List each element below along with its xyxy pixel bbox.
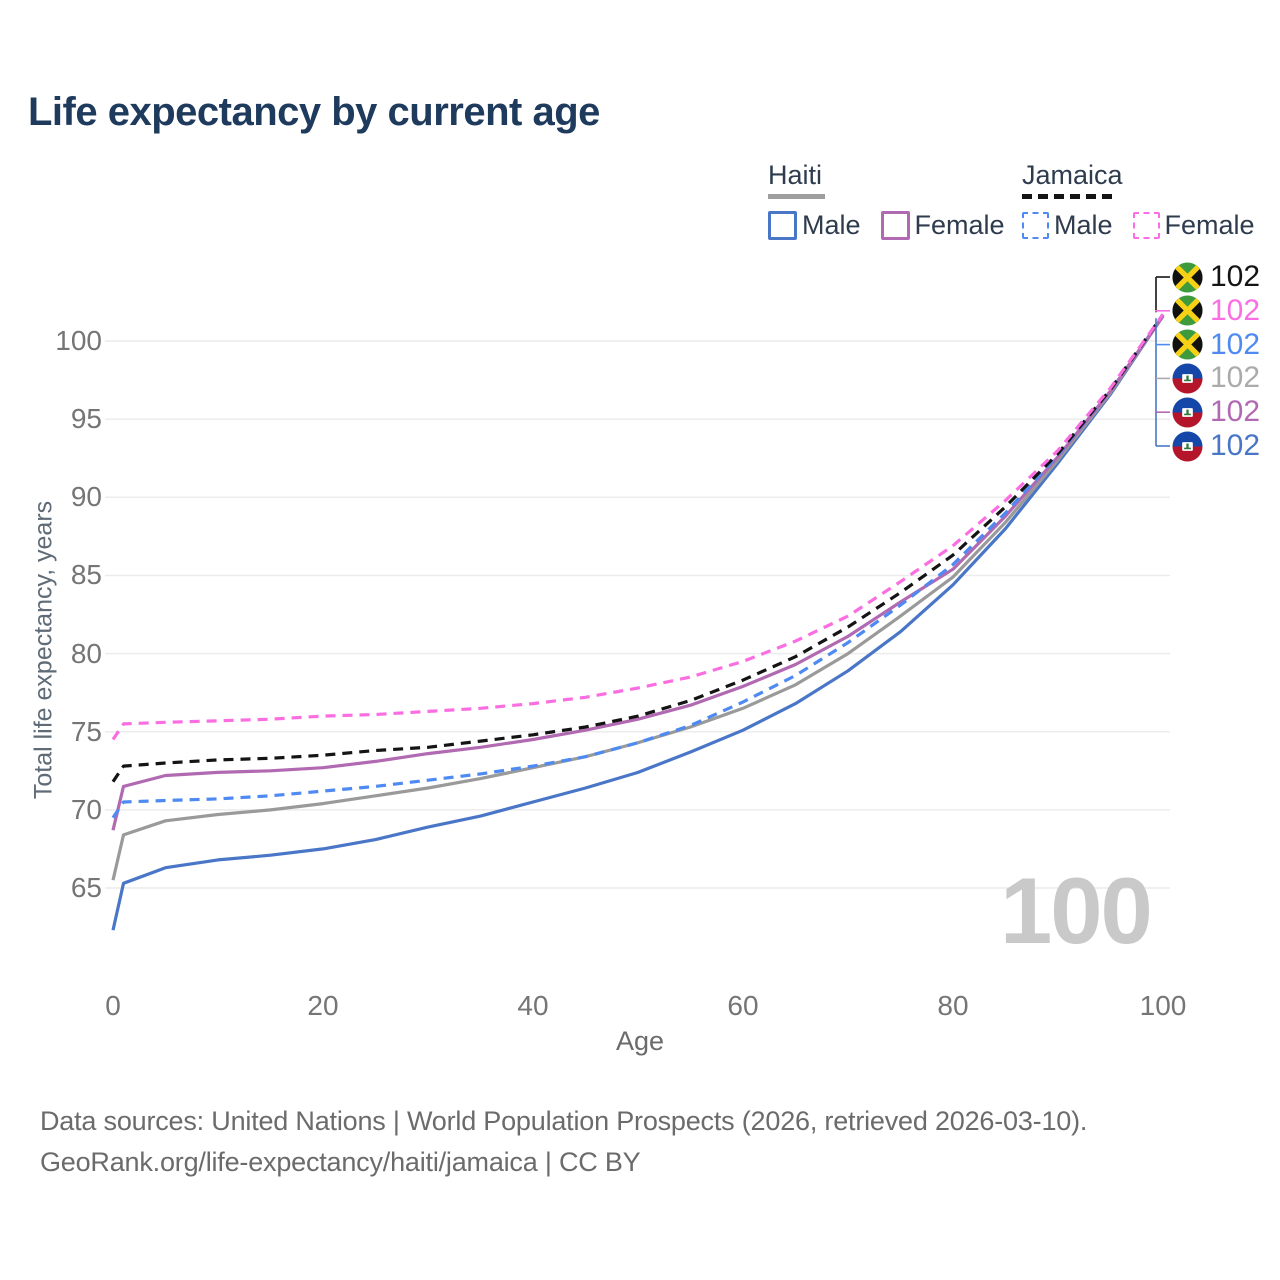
end-label-value: 102 bbox=[1210, 327, 1261, 361]
haiti-male-swatch-icon bbox=[768, 211, 797, 240]
legend-label-jamaica-male: Male bbox=[1054, 210, 1113, 240]
attribution-link-text: GeoRank.org/life-expectancy/haiti/jamaic… bbox=[40, 1147, 641, 1177]
legend-item-jamaica-female[interactable]: Female bbox=[1132, 210, 1255, 241]
age-watermark: 100 bbox=[1000, 858, 1153, 963]
end-label-value: 102 bbox=[1210, 260, 1261, 293]
end-label-value: 102 bbox=[1210, 395, 1261, 429]
legend-haiti-linestyle-sample bbox=[768, 194, 825, 199]
y-tick-label: 85 bbox=[70, 559, 102, 591]
haiti-flag-icon bbox=[1172, 397, 1203, 428]
jamaica-flag-icon bbox=[1172, 261, 1203, 293]
data-sources-text: Data sources: United Nations | World Pop… bbox=[40, 1106, 1088, 1136]
y-tick-label: 70 bbox=[70, 793, 102, 825]
y-tick-label: 95 bbox=[70, 403, 102, 435]
end-label-haiti: 102 bbox=[1172, 361, 1260, 395]
x-tick-label: 20 bbox=[307, 990, 339, 1021]
jamaica-male-swatch-icon bbox=[1022, 212, 1049, 239]
x-tick-label: 0 bbox=[105, 990, 121, 1021]
end-label-value: 102 bbox=[1210, 293, 1261, 327]
end-label-haiti: 102 bbox=[1172, 395, 1260, 429]
haiti-flag-icon bbox=[1172, 363, 1203, 394]
jamaica-flag-icon bbox=[1172, 329, 1203, 360]
end-label-jamaica: 102 bbox=[1172, 294, 1260, 328]
end-label-haiti: 102 bbox=[1172, 429, 1260, 463]
y-tick-label: 75 bbox=[70, 715, 102, 747]
haiti-female-swatch-icon bbox=[880, 211, 910, 240]
legend-item-haiti-male[interactable]: Male bbox=[768, 210, 861, 241]
y-tick-label: 65 bbox=[70, 872, 102, 903]
end-label-value: 102 bbox=[1210, 361, 1261, 395]
legend-group-jamaica: Jamaica Male Female bbox=[1022, 160, 1255, 241]
legend-jamaica-linestyle-sample bbox=[1022, 194, 1112, 199]
legend-label-jamaica-female: Female bbox=[1164, 210, 1255, 240]
jamaica-flag-icon bbox=[1172, 295, 1203, 326]
legend-label-haiti-female: Female bbox=[914, 210, 1005, 240]
legend-jamaica-title: Jamaica bbox=[1022, 160, 1123, 190]
y-tick-label: 80 bbox=[70, 637, 102, 669]
end-label-value: 102 bbox=[1210, 429, 1261, 462]
legend-haiti-title: Haiti bbox=[768, 160, 823, 190]
legend-group-haiti: Haiti Male Female bbox=[768, 160, 1005, 241]
legend-item-haiti-female[interactable]: Female bbox=[880, 210, 1005, 241]
page-title: Life expectancy by current age bbox=[28, 90, 600, 134]
x-tick-label: 60 bbox=[727, 990, 759, 1021]
legend-label-haiti-male: Male bbox=[802, 210, 861, 240]
jamaica-female-swatch-icon bbox=[1132, 212, 1160, 239]
y-tick-label: 100 bbox=[55, 325, 102, 357]
x-tick-label: 40 bbox=[517, 990, 549, 1021]
x-tick-label: 80 bbox=[937, 990, 969, 1021]
legend-item-jamaica-male[interactable]: Male bbox=[1022, 210, 1113, 241]
end-label-jamaica: 102 bbox=[1172, 328, 1260, 362]
y-tick-label: 90 bbox=[70, 481, 102, 513]
haiti-flag-icon bbox=[1172, 430, 1203, 462]
x-axis-title: Age bbox=[615, 1026, 665, 1056]
x-tick-label: 100 bbox=[1139, 990, 1187, 1021]
end-label-jamaica: 102 bbox=[1172, 260, 1260, 294]
